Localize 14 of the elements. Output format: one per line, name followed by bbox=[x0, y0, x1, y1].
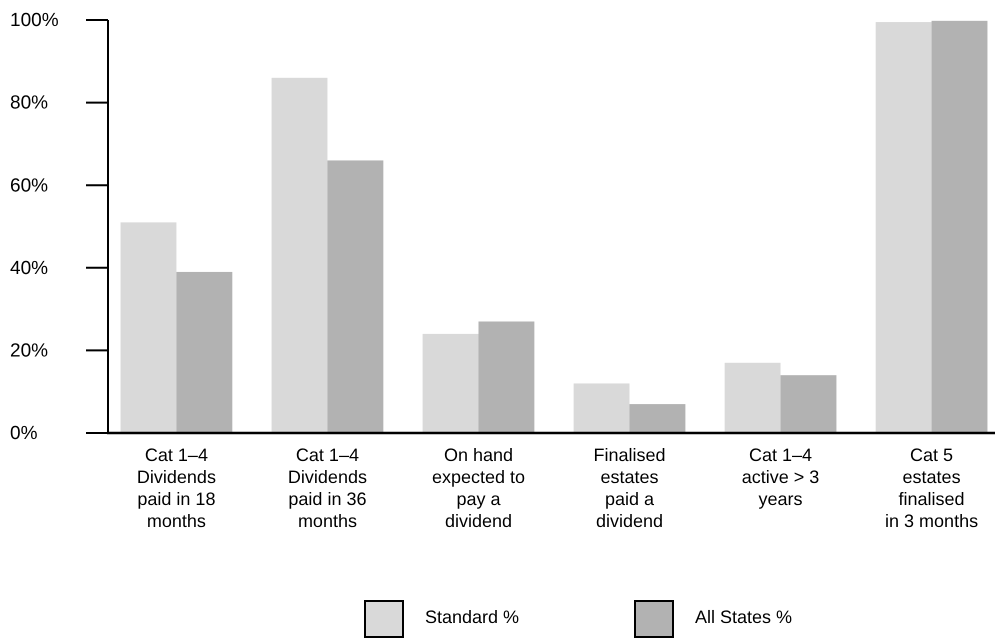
legend-label: All States % bbox=[695, 607, 792, 627]
y-tick-label: 20% bbox=[10, 340, 48, 362]
y-tick-label: 80% bbox=[10, 92, 48, 114]
y-tick-label: 60% bbox=[10, 175, 48, 196]
y-tick-label: 100% bbox=[10, 10, 59, 32]
x-tick-label: Cat 1–4 active > 3 years bbox=[742, 445, 820, 509]
legend-label: Standard % bbox=[425, 607, 520, 627]
x-tick-label: Cat 5 estates finalised in 3 months bbox=[885, 445, 978, 531]
x-tick-label: Cat 1–4 Dividends paid in 18 months bbox=[136, 445, 216, 531]
y-tick-label: 40% bbox=[10, 258, 48, 279]
y-tick-label: 0% bbox=[10, 423, 38, 444]
x-tick-label: Cat 1–4 Dividends paid in 36 months bbox=[288, 445, 367, 531]
x-tick-label: On hand expected to pay a dividend bbox=[432, 445, 526, 531]
x-tick-label: Finalised estates paid a dividend bbox=[593, 445, 666, 531]
